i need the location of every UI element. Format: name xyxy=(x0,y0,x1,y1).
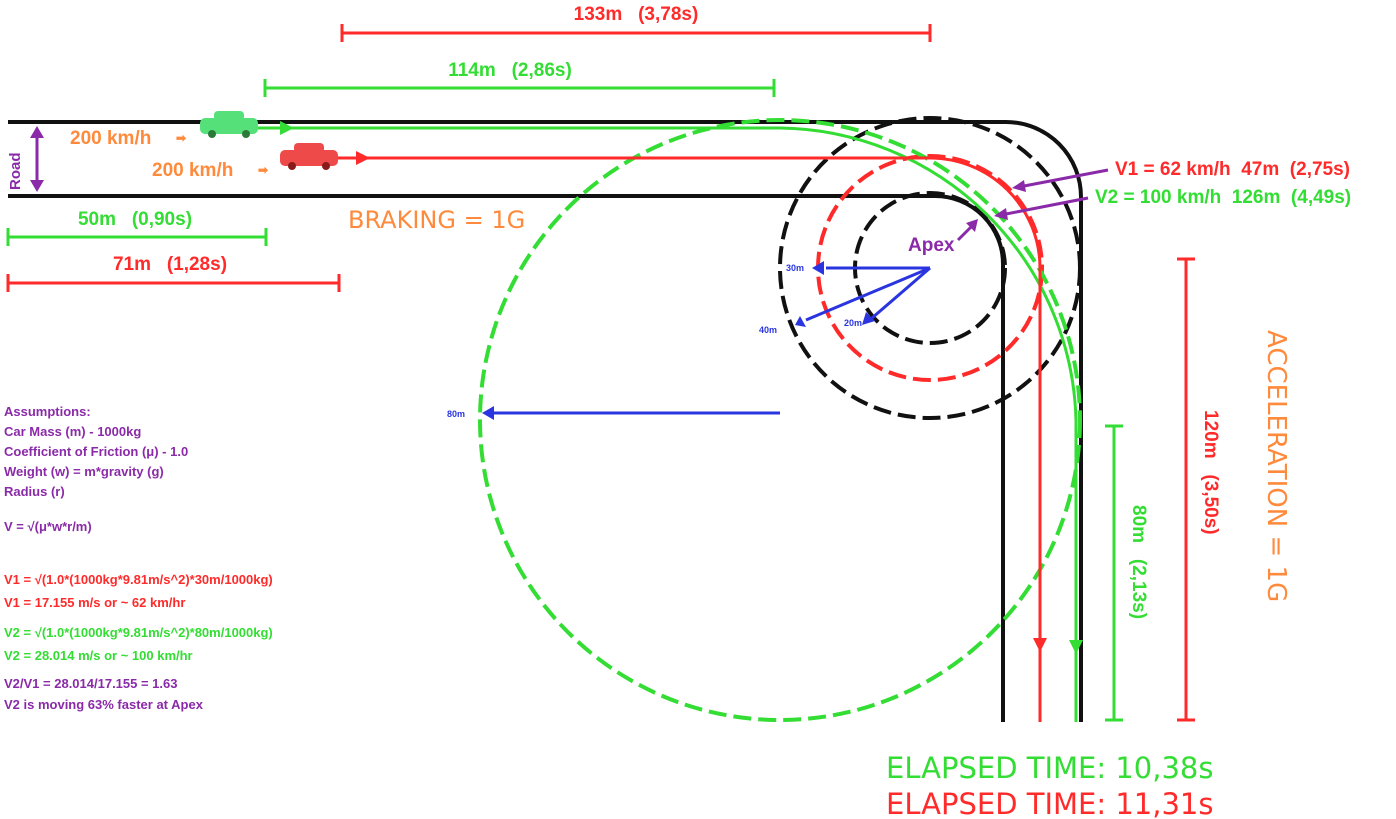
v2-apex-speed: V2 = 100 km/h 126m (4,49s) xyxy=(1095,187,1351,208)
red-exit-distance-bar xyxy=(1177,257,1195,722)
calc-line: V2 = √(1.0*(1000kg*9.81m/s^2)*80m/1000kg… xyxy=(4,625,273,640)
assumptions-heading: Assumptions: xyxy=(4,404,91,419)
v-pointer-arrows xyxy=(994,168,1109,220)
apex-pointer-arrow xyxy=(956,219,978,242)
green-elapsed-time: ELAPSED TIME: 10,38s xyxy=(886,751,1213,785)
road-outer-edge xyxy=(8,120,1083,722)
calc-line: V2 = 28.014 m/s or ~ 100 km/hr xyxy=(4,648,193,663)
green-racing-line xyxy=(258,126,1078,722)
road-label: Road xyxy=(7,153,24,191)
green-speed-arrow-icon: ➡ xyxy=(176,131,187,145)
v2-calculation: V2 = √(1.0*(1000kg*9.81m/s^2)*80m/1000kg… xyxy=(4,625,273,663)
radius-circles xyxy=(478,116,1082,722)
red-car-speed: 200 km/h xyxy=(152,160,233,181)
assumption-line: Coefficient of Friction (μ) - 1.0 xyxy=(4,444,188,459)
v1-apex-speed: V1 = 62 km/h 47m (2,75s) xyxy=(1115,159,1350,180)
radius-label-20m: 20m xyxy=(844,318,862,328)
red-racing-line xyxy=(336,156,1042,722)
vector-40m xyxy=(805,266,931,322)
red-left-measure: 71m (1,28s) xyxy=(113,254,227,275)
assumption-line: Weight (w) = m*gravity (g) xyxy=(4,464,164,479)
radius-label-40m: 40m xyxy=(759,325,777,335)
braking-label: BRAKING = 1G xyxy=(348,206,525,234)
apex-label: Apex xyxy=(908,235,955,256)
red-speed-arrow-icon: ➡ xyxy=(258,163,269,177)
red-line-arrowhead xyxy=(356,151,370,165)
green-left-measure: 50m (0,90s) xyxy=(78,209,192,230)
green-straight-distance-bar xyxy=(6,228,268,246)
green-vertical-measure: 80m (2,13s) xyxy=(1128,505,1149,619)
radius-vectors xyxy=(482,261,931,420)
red-line-end-arrowhead xyxy=(1033,638,1047,652)
assumption-line: Car Mass (m) - 1000kg xyxy=(4,424,141,439)
circle-80m xyxy=(478,118,1082,722)
v1-calculation: V1 = √(1.0*(1000kg*9.81m/s^2)*30m/1000kg… xyxy=(4,572,273,610)
calc-line: V2/V1 = 28.014/17.155 = 1.63 xyxy=(4,676,177,691)
green-car-speed: 200 km/h xyxy=(70,128,151,149)
velocity-formula: V = √(μ*w*r/m) xyxy=(4,519,92,534)
acceleration-label: ACCELERATION = 1G xyxy=(1261,330,1291,602)
green-exit-distance-bar xyxy=(1105,424,1123,722)
red-vertical-measure: 120m (3,50s) xyxy=(1200,410,1221,535)
red-top-measure: 133m (3,78s) xyxy=(574,4,699,25)
driving-lines xyxy=(258,126,1078,722)
calc-line: V1 = √(1.0*(1000kg*9.81m/s^2)*30m/1000kg… xyxy=(4,572,273,587)
calc-line: V2 is moving 63% faster at Apex xyxy=(4,697,204,712)
radius-label-80m: 80m xyxy=(447,409,465,419)
vector-20m xyxy=(871,266,931,320)
assumption-line: Radius (r) xyxy=(4,484,65,499)
assumptions-block: Assumptions: Car Mass (m) - 1000kg Coeff… xyxy=(4,404,188,534)
radius-label-30m: 30m xyxy=(786,263,804,273)
green-car-icon xyxy=(200,111,258,138)
red-straight-distance-bar xyxy=(6,274,341,292)
calc-line: V1 = 17.155 m/s or ~ 62 km/hr xyxy=(4,595,185,610)
green-line-end-arrowhead xyxy=(1069,640,1083,654)
green-braking-distance-bar xyxy=(263,79,776,97)
green-line-arrowhead xyxy=(280,121,294,135)
road-width-marker xyxy=(30,126,44,192)
red-car-icon xyxy=(280,143,338,170)
ratio-calculation: V2/V1 = 28.014/17.155 = 1.63 V2 is movin… xyxy=(4,676,204,712)
green-top-measure: 114m (2,86s) xyxy=(448,60,572,81)
circle-40m xyxy=(778,116,1082,420)
red-braking-distance-bar xyxy=(340,24,932,42)
red-elapsed-time: ELAPSED TIME: 11,31s xyxy=(886,787,1213,819)
